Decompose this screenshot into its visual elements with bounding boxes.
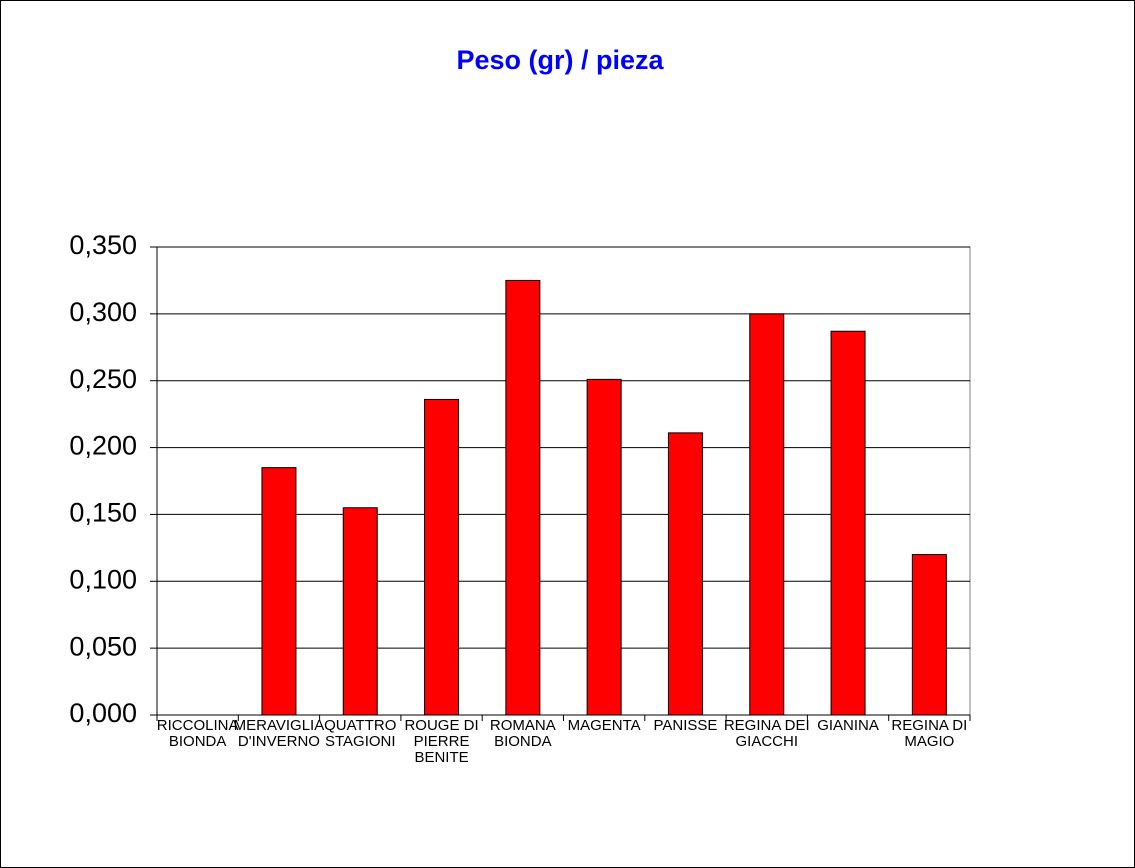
bar — [586, 378, 622, 716]
bar — [749, 313, 785, 716]
bar — [505, 279, 541, 716]
bar — [667, 432, 703, 716]
y-tick-label: 0,100 — [69, 564, 137, 594]
y-tick-label: 0,350 — [69, 230, 137, 260]
x-tick-label: PANISSE — [653, 717, 718, 734]
y-tick-label: 0,150 — [69, 498, 137, 528]
x-tick-label: MAGENTA — [567, 717, 641, 734]
x-tick-label: ROMANA BIONDA — [489, 717, 556, 750]
chart-title: Peso (gr) / pieza — [456, 45, 664, 75]
x-tick-label: RICCOLINA BIONDA — [156, 717, 239, 750]
bar — [830, 330, 866, 716]
y-tick-label: 0,300 — [69, 297, 137, 327]
x-tick-label: GIANINA — [817, 717, 879, 734]
x-tick-label: QUATTRO STAGIONI — [324, 717, 397, 750]
x-tick-label: REGINA DI MAGIO — [891, 717, 968, 750]
y-tick-label: 0,050 — [69, 631, 137, 661]
bar — [911, 554, 947, 716]
x-tick-label: REGINA DEI GIACCHI — [723, 717, 810, 750]
bar — [424, 398, 460, 716]
bar — [261, 467, 297, 716]
y-tick-label: 0,000 — [69, 698, 137, 728]
x-tick-label: MERAVIGLIA D'INVERNO — [233, 717, 325, 750]
bar — [342, 507, 378, 716]
y-tick-label: 0,250 — [69, 364, 137, 394]
y-tick-label: 0,200 — [69, 431, 137, 461]
x-tick-label: ROUGE DI PIERRE BENITE — [404, 717, 479, 766]
